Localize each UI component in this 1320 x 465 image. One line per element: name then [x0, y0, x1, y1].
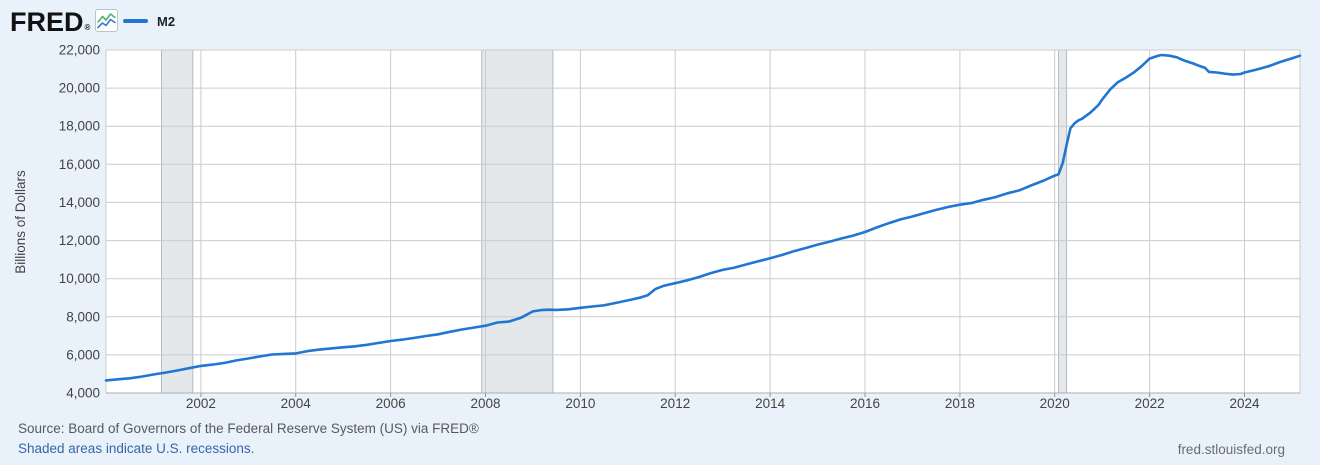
recession-note-link[interactable]: Shaded areas indicate U.S. recessions. — [18, 441, 255, 456]
x-tick-label: 2022 — [1135, 396, 1165, 411]
y-tick-label: 22,000 — [59, 43, 100, 58]
y-tick-label: 8,000 — [66, 309, 100, 324]
sparkline-blue — [97, 18, 116, 29]
x-tick-label: 2002 — [186, 396, 216, 411]
fred-logo[interactable]: FRED® — [10, 5, 91, 37]
sparkline-green — [97, 13, 116, 23]
legend-label: M2 — [157, 13, 176, 29]
x-tick-label: 2012 — [660, 396, 690, 411]
fred-logo-text: FRED — [10, 7, 84, 37]
x-tick-label: 2024 — [1229, 396, 1260, 411]
source-attribution: Source: Board of Governors of the Federa… — [18, 421, 479, 436]
m2-series-line[interactable] — [104, 53, 1302, 382]
x-tick-label: 2018 — [945, 396, 975, 411]
y-tick-label: 20,000 — [59, 81, 100, 96]
y-axis-title: Billions of Dollars — [13, 170, 28, 274]
y-tick-label: 16,000 — [59, 157, 100, 172]
x-tick-label: 2010 — [565, 396, 595, 411]
plot-background — [106, 50, 1300, 393]
recession-band — [1058, 50, 1067, 393]
y-tick-label: 14,000 — [59, 195, 100, 210]
chart-plot-area[interactable]: 2002 2004 2006 2008 2010 2012 2014 2016 2018 2020… — [0, 0, 1320, 420]
y-tick-label: 6,000 — [66, 347, 100, 362]
recession-band — [161, 50, 193, 393]
y-tick-label: 10,000 — [59, 271, 100, 286]
fred-sparkline-icon — [95, 9, 118, 32]
x-tick-label: 2008 — [470, 396, 500, 411]
x-tick-label: 2006 — [376, 396, 406, 411]
legend-swatch — [123, 19, 148, 23]
x-tick-label: 2014 — [755, 396, 786, 411]
registered-mark: ® — [84, 23, 91, 32]
fred-site-link[interactable]: fred.stlouisfed.org — [1177, 442, 1285, 457]
recession-band — [481, 50, 553, 393]
x-tick-label: 2016 — [850, 396, 880, 411]
series-legend[interactable]: M2 — [123, 12, 175, 30]
y-tick-label: 12,000 — [59, 233, 100, 248]
x-tick-label: 2004 — [281, 396, 312, 411]
x-tick-label: 2020 — [1040, 396, 1070, 411]
chart-svg: 2002 2004 2006 2008 2010 2012 2014 2016 2018 2020… — [13, 43, 1302, 411]
y-tick-label: 4,000 — [66, 386, 100, 401]
y-tick-label: 18,000 — [59, 119, 100, 134]
